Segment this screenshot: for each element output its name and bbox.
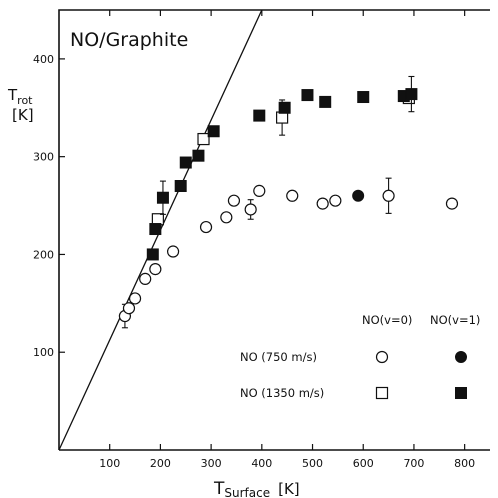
- data-markers: [118, 75, 459, 329]
- x-tick-label: 400: [251, 457, 272, 470]
- data-point-filled-circle: [352, 189, 365, 202]
- data-point-filled-square: [149, 223, 162, 236]
- chart-title: NO/Graphite: [70, 29, 188, 51]
- data-point-filled-square: [278, 101, 291, 114]
- x-tick-label: 500: [302, 457, 323, 470]
- x-axis-label: TSurface [K]: [213, 479, 300, 498]
- x-axis-label-subscript: Surface: [224, 486, 270, 498]
- data-point-filled-square: [405, 88, 418, 101]
- data-point-filled-square: [192, 149, 205, 162]
- legend: NO(v=0) NO(v=1) NO (750 m/s) NO (1350 m/…: [240, 313, 480, 400]
- x-axis-label-unit: [K]: [278, 480, 300, 498]
- y-tick-label: 300: [33, 151, 54, 164]
- data-point-open-circle: [445, 197, 459, 210]
- x-tick-label: 300: [201, 457, 222, 470]
- x-axis-label-symbol: T: [213, 479, 225, 498]
- legend-marker-filled-circle: [455, 351, 467, 363]
- x-tick-label: 600: [353, 457, 374, 470]
- data-point-filled-square: [253, 109, 266, 122]
- plot-frame: [58, 9, 490, 451]
- data-point-open-circle: [166, 245, 180, 258]
- legend-header-v1: NO(v=1): [430, 313, 480, 327]
- data-point-filled-square: [301, 89, 314, 102]
- axis-ticks: 100 200 300 400 500 600 700 800 100 200 300 400: [33, 10, 475, 470]
- legend-marker-open-circle: [375, 350, 389, 364]
- data-point-filled-square: [179, 156, 192, 169]
- x-tick-label: 200: [150, 457, 171, 470]
- y-axis-label-subscript: rot: [17, 94, 33, 107]
- legend-header-v0: NO(v=0): [362, 313, 412, 327]
- y-tick-label: 200: [33, 248, 54, 261]
- data-point-open-square: [197, 132, 210, 146]
- data-point-open-circle: [286, 189, 299, 202]
- data-point-open-circle: [128, 292, 142, 305]
- legend-marker-open-square: [375, 386, 389, 400]
- data-point-open-circle: [316, 197, 329, 210]
- data-point-filled-square: [357, 91, 370, 104]
- y-axis-label: Trot: [7, 86, 33, 107]
- plot-border: [58, 9, 490, 450]
- data-point-open-circle: [149, 263, 162, 276]
- data-point-filled-square: [174, 180, 187, 192]
- data-point-open-circle: [253, 184, 266, 197]
- data-point-filled-square: [156, 191, 169, 204]
- legend-row-label-750: NO (750 m/s): [240, 350, 317, 364]
- data-point-filled-square: [319, 95, 332, 108]
- y-axis-label-symbol: T: [7, 86, 18, 104]
- legend-marker-filled-square: [455, 387, 467, 399]
- x-tick-label: 100: [99, 457, 120, 470]
- y-axis-label-unit: [K]: [12, 106, 34, 124]
- y-tick-label: 400: [33, 53, 54, 66]
- data-point-open-circle: [122, 302, 136, 315]
- data-point-open-circle: [220, 211, 233, 224]
- data-point-open-circle: [329, 194, 342, 207]
- x-tick-label: 800: [454, 457, 475, 470]
- data-point-filled-square: [207, 125, 220, 138]
- x-tick-label: 700: [403, 457, 424, 470]
- data-point-open-circle: [382, 189, 395, 202]
- data-point-open-circle: [199, 220, 213, 234]
- legend-row-label-1350: NO (1350 m/s): [240, 386, 324, 400]
- data-point-open-circle: [244, 203, 257, 216]
- data-point-filled-square: [146, 248, 159, 261]
- y-tick-label: 100: [33, 346, 54, 359]
- data-point-open-circle: [139, 272, 152, 285]
- data-point-open-circle: [227, 194, 241, 207]
